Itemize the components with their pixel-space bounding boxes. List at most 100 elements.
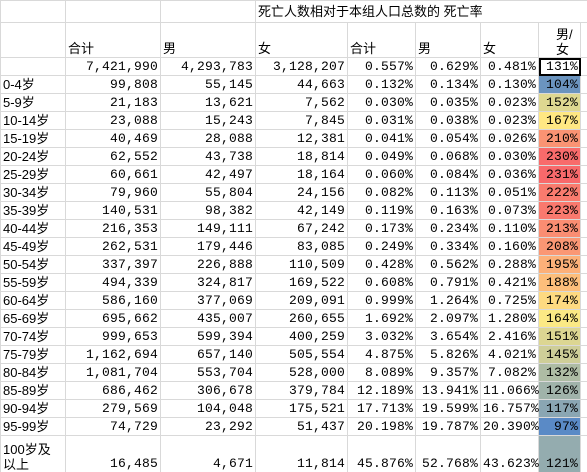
cell: 4,293,783 xyxy=(160,57,256,76)
cell xyxy=(580,147,587,166)
cell-text: 67,242 xyxy=(296,220,345,236)
cell: 11.066% xyxy=(480,381,539,400)
cell: 0.481% xyxy=(480,57,539,76)
cell: 213% xyxy=(538,219,581,238)
cell xyxy=(580,237,587,256)
column-header-text: 女 xyxy=(258,41,272,56)
cell: 43.623% xyxy=(480,435,539,472)
cell: 494,339 xyxy=(65,273,161,292)
row-label: 35-39岁 xyxy=(0,201,66,220)
cell-text: 3.032% xyxy=(364,328,413,344)
cell-text: 74,729 xyxy=(109,418,158,434)
cell-text: 2.097% xyxy=(429,310,478,326)
cell: 0.249% xyxy=(347,237,416,256)
cell xyxy=(580,22,587,58)
cell: 260,655 xyxy=(255,309,348,328)
cell xyxy=(0,0,66,23)
column-header: 女 xyxy=(480,22,539,58)
cell-text: 55-59岁 xyxy=(3,275,50,290)
cell-text: 324,817 xyxy=(196,274,253,290)
cell-text: 7,845 xyxy=(304,112,345,128)
cell: 149,111 xyxy=(160,219,256,238)
cell-text: 210% xyxy=(545,130,578,146)
cell xyxy=(580,417,587,436)
cell: 3,128,207 xyxy=(255,57,348,76)
cell-text: 4,293,783 xyxy=(180,58,253,74)
cell: 230% xyxy=(538,147,581,166)
cell-text: 0.334% xyxy=(429,238,478,254)
data-row: 100岁及以上 16,485 4,671 11,814 45.876% 52.768% 43… xyxy=(0,435,587,472)
cell-text: 20-24岁 xyxy=(3,149,50,164)
cell: 0.068% xyxy=(415,147,481,166)
cell xyxy=(580,345,587,364)
row-label: 80-84岁 xyxy=(0,363,66,382)
cell: 435,007 xyxy=(160,309,256,328)
row-label: 15-19岁 xyxy=(0,129,66,148)
cell: 12.189% xyxy=(347,381,416,400)
cell-text: 0.999% xyxy=(364,292,413,308)
cell xyxy=(580,57,587,76)
cell-text: 99,808 xyxy=(109,76,158,92)
cell-text: 51,437 xyxy=(296,418,345,434)
cell: 0.060% xyxy=(347,165,416,184)
cell: 0.130% xyxy=(480,75,539,94)
cell-text: 0.084% xyxy=(429,166,478,182)
cell-text: 0.132% xyxy=(364,76,413,92)
cell: 55,804 xyxy=(160,183,256,202)
cell: 0.791% xyxy=(415,273,481,292)
cell: 7,562 xyxy=(255,93,348,112)
cell: 0.041% xyxy=(347,129,416,148)
cell-text: 0.023% xyxy=(487,94,536,110)
cell: 231% xyxy=(538,165,581,184)
header-row: 合计 男 女 合计 男 女 男/女 xyxy=(0,22,587,58)
cell: 337,397 xyxy=(65,255,161,274)
cell: 21,183 xyxy=(65,93,161,112)
cell: 377,069 xyxy=(160,291,256,310)
cell: 43,738 xyxy=(160,147,256,166)
cell: 0.132% xyxy=(347,75,416,94)
cell: 0.035% xyxy=(415,93,481,112)
cell: 195% xyxy=(538,255,581,274)
cell-text: 0.608% xyxy=(364,274,413,290)
cell: 528,000 xyxy=(255,363,348,382)
cell: 1.280% xyxy=(480,309,539,328)
cell: 0.084% xyxy=(415,165,481,184)
cell-text: 24,156 xyxy=(296,184,345,200)
row-label: 0-4岁 xyxy=(0,75,66,94)
cell: 0.160% xyxy=(480,237,539,256)
cell-text: 8.089% xyxy=(364,364,413,380)
cell: 505,554 xyxy=(255,345,348,364)
cell: 79,960 xyxy=(65,183,161,202)
cell-text: 553,704 xyxy=(196,364,253,380)
cell: 0.038% xyxy=(415,111,481,130)
column-header: 男 xyxy=(415,22,481,58)
cell-text: 0.068% xyxy=(429,148,478,164)
cell-text: 23,088 xyxy=(109,112,158,128)
data-row: 65-69岁 695,662 435,007 260,655 1.692% 2.097% 1… xyxy=(0,309,587,328)
cell xyxy=(580,273,587,292)
cell-text: 97% xyxy=(553,418,578,434)
cell-text: 169,522 xyxy=(288,274,345,290)
cell xyxy=(160,0,256,23)
cell-text: 45.876% xyxy=(356,456,413,471)
cell-text: 104,048 xyxy=(196,400,253,416)
cell-text: 9.357% xyxy=(429,364,478,380)
cell: 52.768% xyxy=(415,435,481,472)
cell: 62,552 xyxy=(65,147,161,166)
cell-text: 152% xyxy=(545,94,578,110)
cell: 0.030% xyxy=(347,93,416,112)
cell-text: 7,562 xyxy=(304,94,345,110)
cell: 121% xyxy=(538,435,581,472)
cell-text: 5.826% xyxy=(429,346,478,362)
cell: 5.826% xyxy=(415,345,481,364)
cell: 1,162,694 xyxy=(65,345,161,364)
cell-text: 104% xyxy=(545,76,578,92)
cell-text: 30-34岁 xyxy=(3,185,50,200)
cell: 586,160 xyxy=(65,291,161,310)
row-label: 85-89岁 xyxy=(0,381,66,400)
cell-text: 999,653 xyxy=(101,328,158,344)
cell-text: 0.023% xyxy=(487,112,536,128)
cell-text: 11,814 xyxy=(296,456,345,471)
cell-text: 0.049% xyxy=(364,148,413,164)
